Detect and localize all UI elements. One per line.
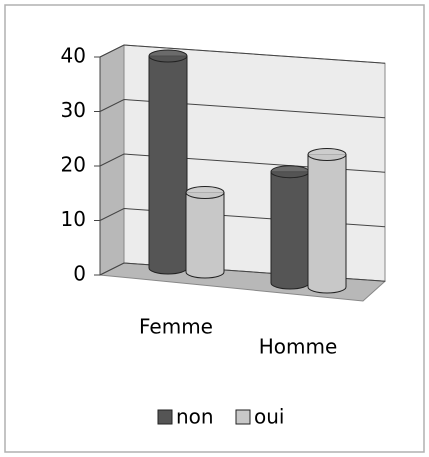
bar: [307, 148, 347, 294]
y-tick-label: 30: [61, 98, 86, 122]
legend-swatch: [157, 409, 173, 425]
bar-top: [270, 165, 310, 179]
bar-body: [307, 154, 347, 294]
bar-body: [270, 171, 310, 290]
bar-top: [185, 186, 225, 199]
y-tick-label: 40: [61, 44, 86, 68]
y-tick-label: 20: [61, 153, 86, 177]
x-tick-label: Homme: [259, 335, 338, 359]
bar: [270, 165, 310, 290]
bar: [185, 186, 225, 279]
y-tick-label: 10: [61, 207, 86, 231]
bar-top: [148, 49, 188, 63]
grid-line: [99, 98, 386, 119]
legend-label: oui: [254, 405, 284, 429]
bar: [148, 49, 188, 275]
legend-label: non: [176, 405, 214, 429]
x-tick-label: Femme: [139, 315, 213, 339]
legend-swatch: [235, 409, 251, 425]
bar-body: [185, 192, 225, 279]
bar-top: [307, 148, 347, 161]
grid-line: [99, 44, 386, 64]
bar-body: [148, 55, 188, 275]
y-tick-label: 0: [73, 262, 86, 286]
